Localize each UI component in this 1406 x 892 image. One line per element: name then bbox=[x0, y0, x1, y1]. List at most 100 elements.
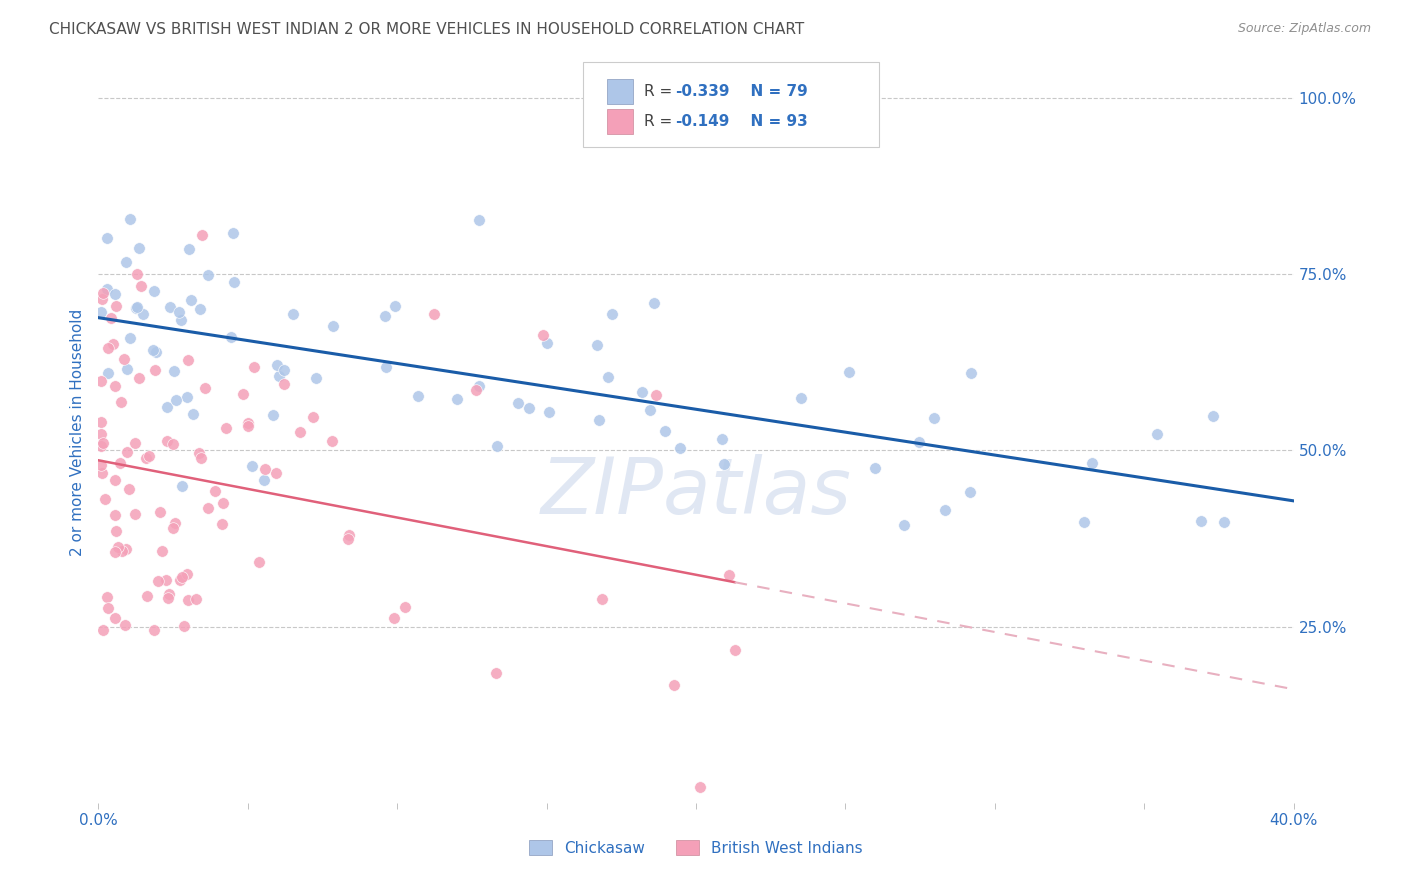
Point bbox=[115, 445, 138, 459]
Point bbox=[167, 305, 190, 319]
Point bbox=[336, 532, 359, 546]
Point bbox=[959, 366, 981, 380]
Legend: Chickasaw, British West Indians: Chickasaw, British West Indians bbox=[523, 834, 869, 862]
Point bbox=[247, 555, 270, 569]
Point bbox=[464, 384, 486, 398]
Point bbox=[644, 388, 666, 402]
Point bbox=[124, 507, 146, 521]
Point bbox=[127, 267, 149, 281]
Point bbox=[262, 408, 284, 422]
Point bbox=[101, 336, 124, 351]
Point bbox=[96, 591, 118, 605]
Point bbox=[129, 279, 152, 293]
Point bbox=[591, 591, 613, 606]
Point bbox=[305, 370, 328, 384]
Point bbox=[537, 405, 560, 419]
Point bbox=[191, 227, 214, 242]
Point bbox=[273, 362, 295, 376]
Point bbox=[177, 353, 200, 368]
Point bbox=[288, 425, 311, 440]
Point bbox=[588, 413, 610, 427]
Point bbox=[186, 591, 208, 606]
Point bbox=[485, 439, 508, 453]
Point bbox=[124, 436, 146, 450]
Point bbox=[254, 461, 277, 475]
Point bbox=[90, 375, 112, 389]
Point bbox=[215, 421, 238, 435]
Point bbox=[1073, 515, 1095, 529]
Point bbox=[125, 300, 148, 314]
Point bbox=[163, 364, 186, 378]
Point bbox=[104, 286, 127, 301]
Point bbox=[170, 479, 193, 493]
Point bbox=[266, 358, 288, 372]
Point bbox=[838, 365, 860, 379]
Point bbox=[468, 379, 491, 393]
Point bbox=[115, 361, 138, 376]
Point bbox=[669, 441, 692, 455]
Point bbox=[907, 434, 929, 449]
Point bbox=[382, 611, 405, 625]
Point bbox=[104, 508, 127, 522]
Point bbox=[143, 285, 166, 299]
Point bbox=[138, 449, 160, 463]
Point bbox=[118, 330, 141, 344]
Point bbox=[224, 275, 246, 289]
Point bbox=[143, 363, 166, 377]
Point bbox=[156, 400, 179, 414]
Point bbox=[724, 643, 747, 657]
Point bbox=[159, 300, 181, 314]
Point bbox=[790, 391, 813, 405]
Point bbox=[423, 307, 446, 321]
Point bbox=[91, 292, 114, 306]
Point bbox=[93, 491, 115, 506]
Text: -0.339: -0.339 bbox=[675, 85, 730, 99]
Point bbox=[162, 521, 184, 535]
Point bbox=[105, 299, 128, 313]
Point bbox=[1189, 514, 1212, 528]
Text: -0.149: -0.149 bbox=[675, 114, 730, 128]
Point bbox=[232, 387, 254, 401]
Point bbox=[118, 212, 141, 227]
Point bbox=[97, 366, 120, 380]
Point bbox=[710, 432, 733, 446]
Point bbox=[197, 268, 219, 282]
Point bbox=[90, 305, 112, 319]
Point bbox=[1080, 457, 1102, 471]
Point bbox=[90, 415, 112, 429]
Point bbox=[155, 573, 177, 587]
Point bbox=[91, 285, 114, 300]
Point bbox=[90, 458, 112, 472]
Point bbox=[142, 623, 165, 637]
Point bbox=[204, 483, 226, 498]
Point bbox=[128, 371, 150, 385]
Point bbox=[631, 384, 654, 399]
Point bbox=[959, 484, 981, 499]
Point bbox=[531, 327, 554, 342]
Point bbox=[643, 296, 665, 310]
Point bbox=[90, 426, 112, 441]
Point bbox=[718, 568, 741, 582]
Point bbox=[266, 466, 288, 480]
Point bbox=[107, 540, 129, 554]
Point bbox=[128, 241, 150, 255]
Point bbox=[91, 436, 114, 450]
Point bbox=[384, 299, 406, 313]
Point bbox=[176, 566, 198, 581]
Point bbox=[165, 392, 187, 407]
Point bbox=[183, 407, 205, 421]
Point bbox=[135, 450, 157, 465]
Point bbox=[97, 341, 120, 355]
Point bbox=[142, 343, 165, 357]
Point bbox=[159, 587, 181, 601]
Point bbox=[112, 352, 135, 367]
Point bbox=[111, 544, 134, 558]
Point bbox=[114, 254, 136, 268]
Point bbox=[110, 394, 132, 409]
Point bbox=[155, 434, 177, 449]
Point bbox=[273, 376, 295, 391]
Point bbox=[91, 624, 114, 638]
Point bbox=[114, 618, 136, 632]
Point bbox=[713, 458, 735, 472]
Point bbox=[104, 524, 127, 538]
